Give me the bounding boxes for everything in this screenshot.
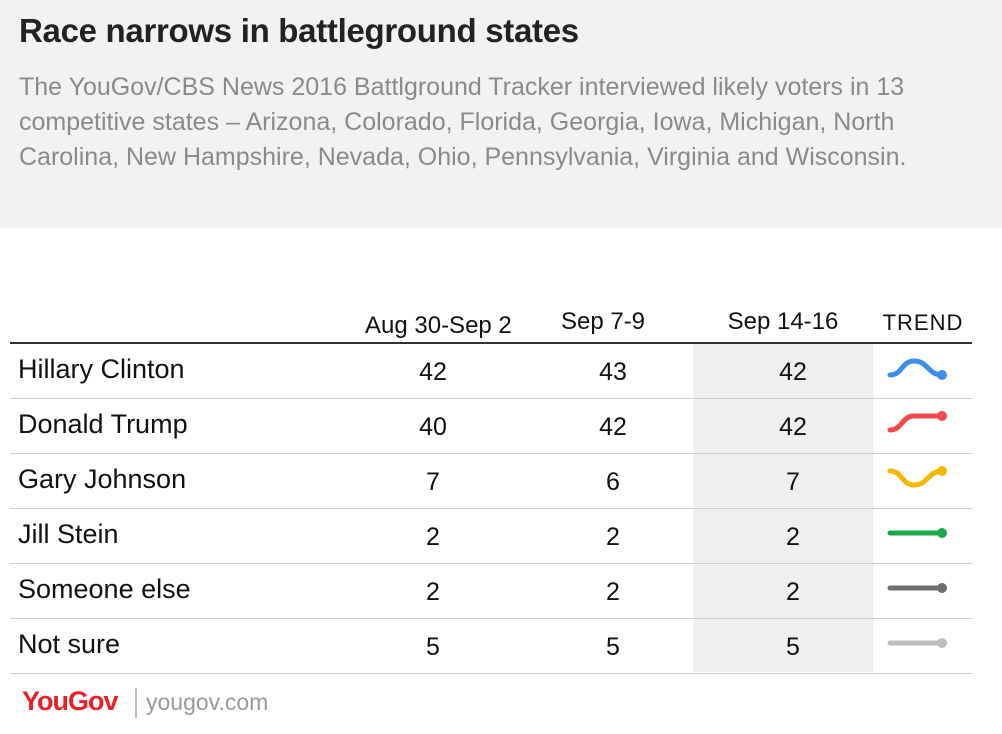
table-row: Donald Trump 40 42 42 bbox=[10, 399, 972, 454]
value-cell: 2 bbox=[426, 578, 440, 606]
trend-endpoint-dot bbox=[937, 583, 947, 593]
value-cell: 2 bbox=[786, 523, 800, 551]
column-header-sep14-16: Sep 14-16 bbox=[727, 308, 839, 335]
value-cell: 2 bbox=[606, 578, 620, 606]
trend-endpoint-dot bbox=[937, 638, 947, 648]
value-cell: 7 bbox=[786, 468, 800, 496]
column-header-aug30-sep2: Aug 30-Sep 2 bbox=[365, 312, 512, 339]
value-cell: 5 bbox=[426, 633, 440, 661]
page-subtitle: The YouGov/CBS News 2016 Battlground Tra… bbox=[19, 73, 907, 171]
table-row: Jill Stein 2 2 2 bbox=[10, 509, 972, 564]
row-label: Not sure bbox=[18, 629, 121, 659]
value-cell: 2 bbox=[606, 523, 620, 551]
header-panel: Race narrows in battleground states The … bbox=[0, 0, 1002, 228]
trend-line bbox=[887, 468, 945, 488]
row-label: Donald Trump bbox=[18, 409, 188, 439]
header-divider bbox=[10, 342, 972, 344]
row-label: Someone else bbox=[18, 574, 191, 604]
trend-endpoint-dot bbox=[937, 528, 947, 538]
page-title: Race narrows in battleground states bbox=[19, 12, 579, 49]
value-cell: 5 bbox=[606, 633, 620, 661]
trend-sparkline bbox=[887, 411, 947, 433]
table-row: Someone else 2 2 2 bbox=[10, 564, 972, 619]
trend-sparkline bbox=[887, 358, 947, 380]
table-row: Not sure 5 5 5 bbox=[10, 619, 972, 674]
trend-line bbox=[887, 413, 945, 433]
value-cell: 42 bbox=[419, 358, 447, 386]
trend-endpoint-dot bbox=[937, 370, 947, 380]
table-row: Gary Johnson 7 6 7 bbox=[10, 454, 972, 509]
value-cell: 2 bbox=[786, 578, 800, 606]
trend-sparkline bbox=[887, 466, 947, 488]
value-cell: 40 bbox=[419, 413, 447, 441]
column-header-sep7-9: Sep 7-9 bbox=[560, 308, 646, 335]
trend-sparkline bbox=[887, 583, 947, 593]
row-label: Hillary Clinton bbox=[18, 354, 185, 384]
value-cell: 2 bbox=[426, 523, 440, 551]
footer-site-link[interactable]: yougov.com bbox=[146, 689, 269, 715]
row-label: Gary Johnson bbox=[18, 464, 187, 494]
value-cell: 7 bbox=[426, 468, 440, 496]
trend-line bbox=[887, 358, 945, 378]
table-row: Hillary Clinton 42 43 42 bbox=[10, 344, 972, 399]
value-cell: 43 bbox=[599, 358, 627, 386]
value-cell: 42 bbox=[779, 413, 807, 441]
value-cell: 42 bbox=[779, 358, 807, 386]
trend-endpoint-dot bbox=[937, 466, 947, 476]
trend-endpoint-dot bbox=[937, 411, 947, 421]
value-cell: 6 bbox=[606, 468, 620, 496]
trend-sparkline bbox=[887, 528, 947, 538]
row-label: Jill Stein bbox=[18, 519, 119, 549]
yougov-logo: YouGov bbox=[22, 686, 119, 716]
footer-divider bbox=[135, 688, 137, 718]
trend-sparkline bbox=[887, 638, 947, 648]
value-cell: 42 bbox=[599, 413, 627, 441]
column-header-trend: TREND bbox=[882, 310, 964, 335]
results-table: Aug 30-Sep 2 Sep 7-9 Sep 14-16 TREND Hil… bbox=[0, 228, 1002, 678]
value-cell: 5 bbox=[786, 633, 800, 661]
